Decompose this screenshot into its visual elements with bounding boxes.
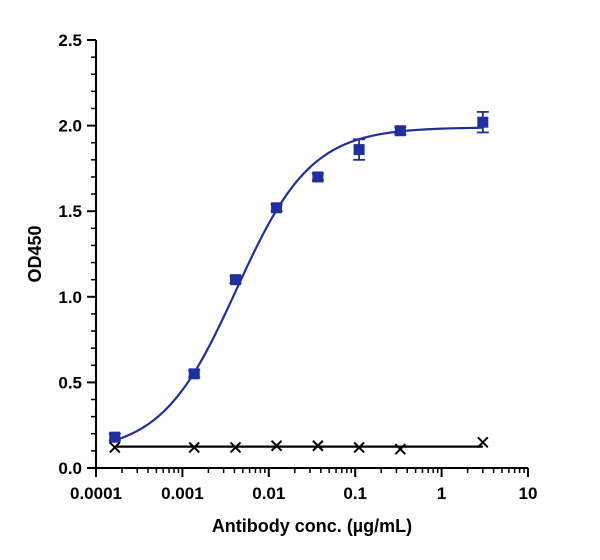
- y-tick-label: 2.5: [58, 31, 82, 50]
- data-point-square: [353, 144, 365, 156]
- x-tick-label: 1: [437, 484, 446, 503]
- data-point-x: [188, 441, 200, 454]
- data-point-square: [394, 125, 406, 137]
- data-point-square: [477, 116, 489, 128]
- y-axis-title: OD450: [25, 225, 45, 282]
- x-axis: 0.0001 0.001 0.01 0.1 1 10: [70, 467, 538, 503]
- data-point-x: [270, 440, 283, 452]
- data-point-x: [353, 441, 365, 454]
- x-tick-label: 0.001: [161, 484, 204, 503]
- y-tick-label: 0.0: [58, 459, 82, 478]
- data-point-square: [109, 431, 121, 443]
- data-point-square: [271, 202, 283, 214]
- y-tick-label: 0.5: [58, 373, 82, 392]
- data-point-square: [230, 274, 242, 286]
- data-point-x: [394, 443, 407, 455]
- data-point-x-stroke: [353, 441, 365, 454]
- data-point-x: [477, 436, 489, 449]
- data-point-x: [312, 440, 324, 452]
- data-point-x-stroke: [270, 440, 283, 452]
- data-point-x-stroke: [477, 436, 489, 449]
- data-point-square: [312, 171, 324, 183]
- x-tick-label: 10: [519, 484, 538, 503]
- y-axis: 0.0 0.5 1.0 1.5 2.0 2.5: [58, 31, 97, 478]
- data-point-x: [229, 441, 242, 454]
- y-tick-label: 1.0: [58, 288, 82, 307]
- data-point-square: [188, 368, 200, 380]
- x-axis-title: Antibody conc. (µg/mL): [212, 516, 412, 536]
- data-point-x-stroke: [109, 441, 121, 454]
- y-tick-label: 1.5: [58, 202, 82, 221]
- x-tick-label: 0.1: [343, 484, 367, 503]
- data-point-x-stroke: [229, 441, 242, 454]
- data-point-x: [109, 441, 121, 454]
- data-point-x-stroke: [312, 440, 324, 452]
- data-points: [108, 111, 489, 455]
- fit-curves: [114, 126, 483, 448]
- fit-curve-1: [114, 126, 483, 442]
- data-point-x-stroke: [394, 443, 407, 455]
- x-tick-label: 0.01: [252, 484, 285, 503]
- y-tick-label: 2.0: [58, 117, 82, 136]
- x-tick-label: 0.0001: [70, 484, 122, 503]
- data-point-x-stroke: [188, 441, 200, 454]
